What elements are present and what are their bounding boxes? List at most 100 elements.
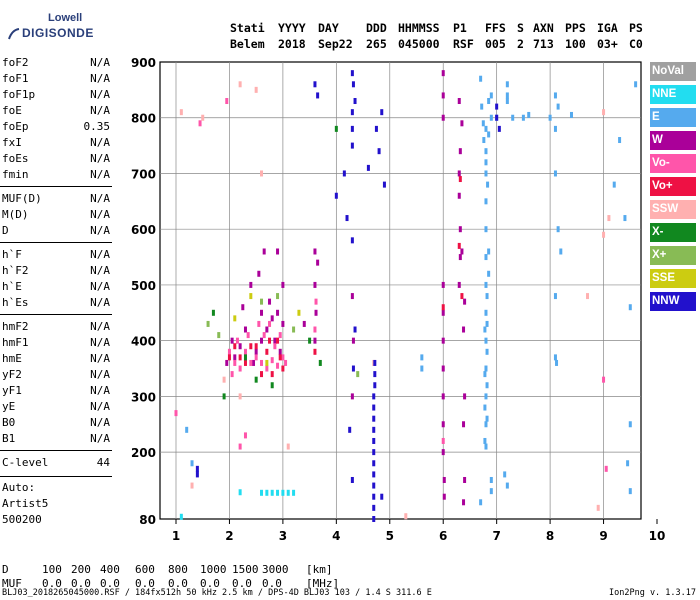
- param-separator: [0, 450, 112, 451]
- data-point-nnw: [351, 365, 355, 372]
- data-point-nnw: [374, 125, 378, 132]
- data-point-ssw: [404, 513, 408, 520]
- data-point-xminus: [222, 393, 226, 400]
- data-point-e: [190, 460, 194, 467]
- data-point-ssw: [254, 86, 258, 93]
- data-point-voplus: [460, 293, 464, 300]
- data-point-e: [484, 281, 488, 288]
- footer-version: Ion2Png v. 1.3.17: [609, 588, 696, 598]
- data-point-xminus: [243, 354, 247, 361]
- data-point-xplus: [206, 320, 210, 327]
- data-point-w: [241, 304, 245, 311]
- data-point-voplus: [281, 365, 285, 372]
- data-point-e: [555, 359, 559, 366]
- param-row: foF2 N/A: [2, 56, 110, 70]
- param-value: N/A: [90, 88, 110, 101]
- param-name: foF2: [2, 56, 29, 69]
- data-point-xminus: [334, 125, 338, 132]
- data-point-vominus: [254, 354, 258, 361]
- param-row: C-level 44: [2, 456, 110, 470]
- data-point-vominus: [249, 359, 253, 366]
- x-tick-label: 8: [546, 529, 554, 543]
- bottom-row-value: 0.0: [100, 577, 120, 590]
- data-point-w: [316, 259, 320, 266]
- data-point-nne: [270, 489, 274, 496]
- legend-item-sse: SSE: [650, 269, 696, 288]
- param-name: B0: [2, 416, 16, 429]
- data-point-w: [233, 354, 237, 361]
- param-value: N/A: [90, 248, 110, 261]
- y-tick-label: 80: [139, 513, 156, 527]
- param-name: hmF1: [2, 336, 29, 349]
- data-point-voplus: [233, 343, 237, 350]
- data-point-voplus: [441, 304, 445, 311]
- data-point-ssw: [260, 170, 264, 177]
- x-tick-label: 5: [386, 529, 394, 543]
- data-point-e: [484, 421, 488, 428]
- data-point-xplus: [276, 293, 280, 300]
- data-point-xplus: [217, 332, 221, 339]
- bottom-row-value: 0.0: [200, 577, 220, 590]
- header-line2-field: 005: [485, 37, 506, 51]
- param-value: N/A: [90, 208, 110, 221]
- param-name: M(D): [2, 208, 29, 221]
- data-point-ssw: [222, 376, 226, 383]
- param-name: fxI: [2, 136, 22, 149]
- y-tick-label: 800: [131, 112, 156, 126]
- param-value: N/A: [90, 56, 110, 69]
- data-point-e: [548, 114, 552, 121]
- data-point-e: [553, 354, 557, 361]
- legend-item-vominus: Vo-: [650, 154, 696, 173]
- bottom-row-value: 0.0: [262, 577, 282, 590]
- data-point-nnw: [377, 148, 381, 155]
- data-point-e: [634, 81, 638, 88]
- data-point-w: [462, 326, 466, 333]
- data-point-w: [313, 248, 317, 255]
- data-point-vominus: [174, 410, 178, 417]
- data-point-e: [505, 98, 509, 105]
- param-value: N/A: [90, 296, 110, 309]
- data-point-vominus: [268, 320, 272, 327]
- data-point-e: [618, 137, 622, 144]
- data-point-nnw: [372, 415, 376, 422]
- param-value: N/A: [90, 104, 110, 117]
- data-point-nnw: [195, 465, 199, 472]
- param-row: B1 N/A: [2, 432, 110, 446]
- data-point-w: [350, 293, 354, 300]
- data-point-vominus: [243, 432, 247, 439]
- x-tick-label: 1: [172, 529, 180, 543]
- data-point-w: [273, 337, 277, 344]
- data-point-e: [628, 304, 632, 311]
- data-point-w: [243, 326, 247, 333]
- data-point-w: [463, 298, 467, 305]
- param-separator: [0, 186, 112, 187]
- data-point-xplus: [292, 326, 296, 333]
- data-point-w: [278, 348, 282, 355]
- data-point-vominus: [235, 337, 239, 344]
- data-point-xminus: [308, 337, 312, 344]
- data-point-w: [441, 421, 445, 428]
- data-point-vominus: [225, 98, 229, 105]
- param-row: foF1p N/A: [2, 88, 110, 102]
- data-point-nnw: [373, 371, 377, 378]
- header-line1-field: HHMMSS: [398, 21, 440, 35]
- header-line1-field: DAY: [318, 21, 339, 35]
- data-point-w: [313, 337, 317, 344]
- data-point-e: [479, 75, 483, 82]
- param-row: hmF2 N/A: [2, 320, 110, 334]
- data-point-vominus: [198, 120, 202, 127]
- header-line1-field: PS: [629, 21, 643, 35]
- param-row: yF1 N/A: [2, 384, 110, 398]
- data-point-w: [276, 309, 280, 316]
- param-value: N/A: [90, 280, 110, 293]
- data-point-voplus: [254, 343, 258, 350]
- bottom-row-value: 0.0: [168, 577, 188, 590]
- header-line1-field: S: [517, 21, 524, 35]
- header-line1-field: YYYY: [278, 21, 306, 35]
- data-point-nnw: [350, 237, 354, 244]
- bottom-row-value: 3000: [262, 563, 289, 576]
- data-point-xminus: [254, 376, 258, 383]
- data-point-e: [486, 181, 490, 188]
- data-point-ssw: [286, 443, 290, 450]
- y-tick-label: 900: [131, 56, 156, 70]
